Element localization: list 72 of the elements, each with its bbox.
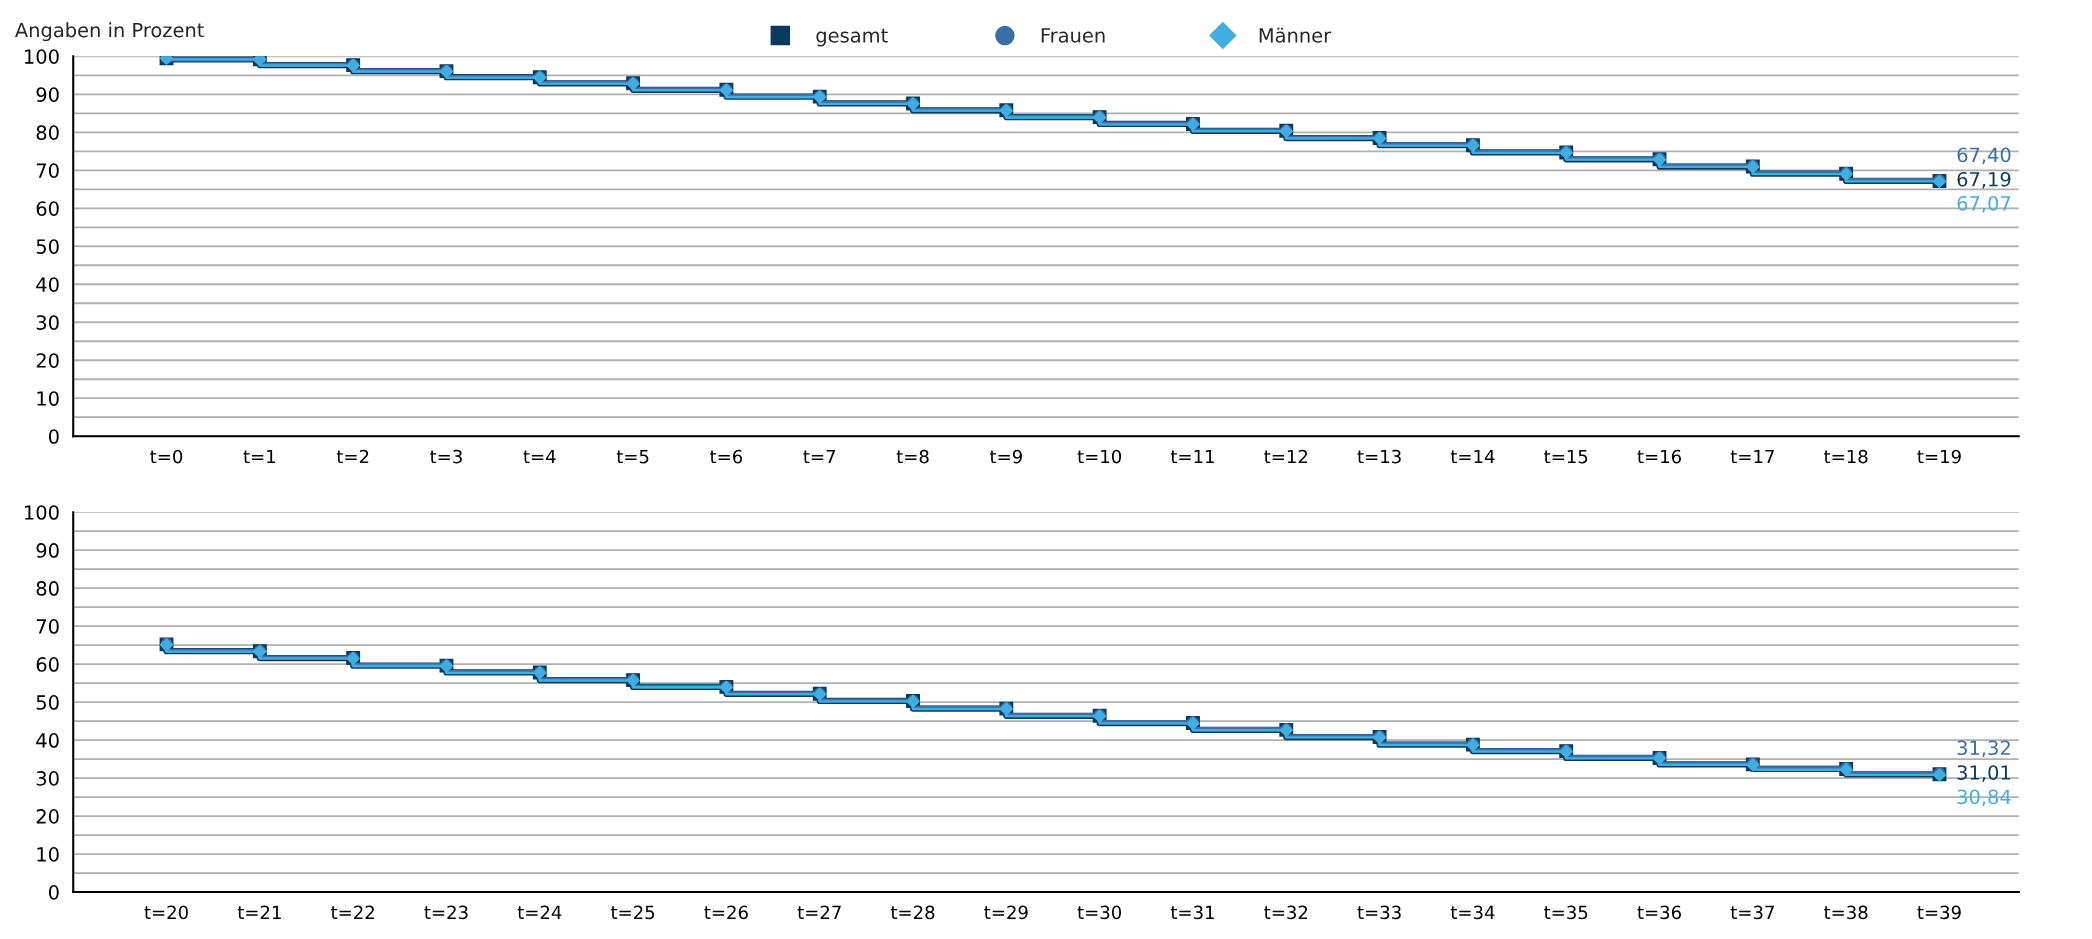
x-tick-label: t=27 — [797, 905, 841, 919]
x-tick-label: t=14 — [1450, 449, 1495, 464]
x-tick-label: t=1 — [243, 449, 276, 464]
x-tick-label: t=7 — [803, 449, 836, 464]
y-tick-label: 80 — [36, 125, 59, 140]
x-tick-label: t=12 — [1264, 449, 1308, 464]
y-tick-label: 40 — [36, 733, 59, 748]
x-tick-label: t=5 — [616, 449, 649, 464]
x-tick-label: t=31 — [1170, 905, 1214, 920]
y-tick-label: 90 — [36, 543, 59, 558]
y-tick-label: 80 — [36, 581, 59, 596]
x-tick-label: t=30 — [1077, 905, 1122, 920]
x-tick-label: t=16 — [1637, 449, 1681, 464]
x-tick-label: t=28 — [890, 905, 935, 920]
y-tick-label: 90 — [36, 87, 59, 102]
y-tick-label: 100 — [25, 49, 59, 64]
x-tick-label: t=11 — [1170, 449, 1214, 464]
data-label: 67,40 — [1957, 147, 2011, 165]
x-tick-label: t=21 — [237, 905, 281, 919]
y-axis-title: Angaben in Prozent — [15, 22, 204, 42]
x-tick-label: t=36 — [1637, 905, 1681, 920]
y-tick-label: 10 — [37, 391, 59, 406]
data-label: 67,19 — [1957, 171, 2011, 189]
x-tick-label: t=13 — [1357, 449, 1401, 464]
x-tick-label: t=18 — [1824, 449, 1868, 464]
x-tick-label: t=9 — [989, 449, 1022, 464]
y-tick-label: 30 — [36, 315, 59, 330]
x-tick-label: t=22 — [331, 905, 374, 919]
x-tick-label: t=37 — [1730, 905, 1774, 920]
y-tick-label: 60 — [36, 201, 59, 216]
x-tick-label: t=10 — [1077, 449, 1122, 464]
x-tick-label: t=32 — [1264, 905, 1308, 920]
x-tick-label: t=3 — [430, 449, 462, 464]
x-tick-label: t=34 — [1450, 905, 1495, 920]
y-tick-label: 20 — [36, 353, 59, 368]
x-tick-label: t=6 — [710, 449, 743, 464]
data-label: 31,32 — [1957, 740, 2010, 758]
x-tick-label: t=26 — [704, 905, 748, 920]
y-tick-label: 100 — [25, 505, 59, 520]
data-label: 31,01 — [1957, 765, 2010, 782]
legend-label: Männer — [1259, 27, 1332, 43]
legend-label: Frauen — [1041, 28, 1105, 43]
x-tick-label: t=38 — [1824, 905, 1868, 920]
y-tick-label: 40 — [36, 277, 59, 292]
y-tick-label: 20 — [36, 809, 59, 824]
x-tick-label: t=4 — [523, 449, 556, 464]
x-tick-label: t=29 — [984, 905, 1028, 920]
y-tick-label: 10 — [37, 847, 59, 862]
y-tick-label: 70 — [36, 163, 59, 178]
y-tick-label: 30 — [36, 771, 59, 786]
y-tick-label: 0 — [48, 885, 59, 900]
x-tick-label: t=24 — [517, 905, 562, 919]
x-tick-label: t=35 — [1544, 905, 1588, 920]
x-tick-label: t=33 — [1357, 905, 1401, 920]
data-label: 30,84 — [1957, 789, 2011, 807]
x-tick-label: t=23 — [424, 905, 468, 920]
x-tick-label: t=25 — [610, 905, 655, 920]
data-label: 67,07 — [1957, 195, 2011, 213]
x-tick-label: t=19 — [1917, 449, 1961, 464]
y-tick-label: 0 — [48, 429, 59, 444]
x-tick-label: t=8 — [896, 449, 929, 464]
x-tick-label: t=15 — [1544, 449, 1588, 464]
x-tick-label: t=0 — [150, 449, 183, 464]
x-tick-label: t=39 — [1917, 905, 1961, 920]
legend-label: gesamt — [816, 28, 888, 47]
y-tick-label: 60 — [36, 657, 59, 672]
y-tick-label: 50 — [36, 239, 59, 254]
x-tick-label: t=2 — [336, 449, 369, 464]
y-tick-label: 50 — [36, 695, 59, 710]
x-tick-label: t=20 — [144, 905, 188, 920]
x-tick-label: t=17 — [1730, 449, 1774, 464]
y-tick-label: 70 — [36, 619, 59, 634]
